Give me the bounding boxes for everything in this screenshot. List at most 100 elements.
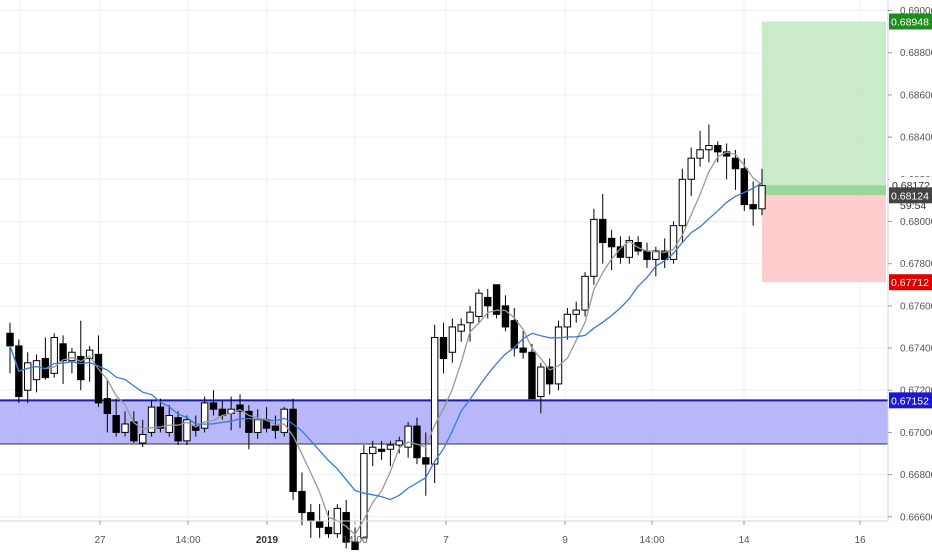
candle-body[interactable] [50, 336, 58, 374]
candle-body[interactable] [254, 419, 262, 433]
candle-body[interactable] [430, 336, 439, 465]
candle-body[interactable] [634, 242, 642, 252]
candle-body[interactable] [475, 292, 483, 317]
candle-body[interactable] [112, 415, 120, 433]
candle-body[interactable] [404, 425, 412, 448]
candle-body[interactable] [492, 284, 501, 315]
candle-body[interactable] [315, 520, 324, 528]
candle-body[interactable] [660, 250, 669, 260]
candle-body[interactable] [377, 448, 386, 452]
candle-body[interactable] [484, 296, 492, 307]
x-tick-label: 14:00 [342, 535, 367, 546]
candle-body[interactable] [77, 355, 85, 381]
candle-body[interactable] [386, 444, 395, 450]
candle-body[interactable] [678, 178, 687, 227]
candle-body[interactable] [590, 218, 598, 277]
candle-body[interactable] [236, 404, 244, 412]
candle-body[interactable] [271, 425, 280, 431]
candle-body[interactable] [563, 313, 572, 328]
candle-body[interactable] [466, 311, 474, 324]
candle-body[interactable] [147, 406, 156, 433]
candle-body[interactable] [183, 419, 191, 442]
candle-body[interactable] [537, 366, 545, 398]
x-tick-label: 14 [738, 535, 750, 546]
candle-body[interactable] [439, 336, 448, 360]
candle-body[interactable] [545, 366, 554, 385]
entry-band [762, 185, 886, 196]
stop-loss-zone [762, 195, 886, 283]
candle-body[interactable] [581, 275, 589, 311]
candle-body[interactable] [324, 526, 333, 535]
target-price-label: 0.68948 [891, 17, 929, 29]
candle-body[interactable] [448, 326, 457, 353]
x-tick-label: 16 [854, 535, 866, 546]
moving-average-price-label: 0.68124 [891, 190, 929, 202]
candle-body[interactable] [59, 343, 67, 362]
candle-body[interactable] [298, 490, 306, 514]
candle-body[interactable] [200, 402, 209, 429]
candle-body[interactable] [165, 415, 173, 433]
candle-body[interactable] [156, 406, 165, 429]
candle-body[interactable] [599, 218, 607, 244]
candle-body[interactable] [528, 351, 536, 400]
x-tick-label: 14:00 [175, 535, 200, 546]
candle-body[interactable] [501, 305, 510, 328]
stop-price-label-bg [889, 274, 932, 291]
candle-body[interactable] [85, 349, 94, 360]
candle-body[interactable] [607, 237, 616, 248]
fast-moving-average-line [9, 151, 763, 536]
candle-body[interactable] [696, 149, 704, 159]
candle-body[interactable] [174, 417, 182, 442]
candle-body[interactable] [519, 347, 527, 353]
candle-body[interactable] [652, 250, 660, 260]
candle-body[interactable] [687, 157, 695, 180]
candle-body[interactable] [625, 239, 633, 258]
candle-body[interactable] [395, 440, 403, 446]
support-price-label-bg [889, 392, 932, 409]
candle-body[interactable] [572, 309, 580, 315]
candle-body[interactable] [280, 408, 288, 433]
support-price-label: 0.67152 [891, 395, 929, 407]
candle-body[interactable] [749, 204, 757, 210]
candle-body[interactable] [731, 157, 740, 170]
candle-body[interactable] [422, 457, 430, 465]
candle-body[interactable] [103, 398, 112, 414]
candle-body[interactable] [192, 425, 200, 431]
candle-body[interactable] [23, 362, 32, 391]
candle-body[interactable] [740, 168, 749, 206]
candle-body[interactable] [705, 145, 713, 151]
candle-body[interactable] [457, 324, 465, 332]
candle-body[interactable] [289, 408, 297, 492]
candle-body[interactable] [643, 250, 651, 260]
candle-body[interactable] [68, 351, 76, 362]
x-tick-label: 27 [94, 535, 106, 546]
candle-body[interactable] [510, 320, 518, 349]
candle-body[interactable] [245, 410, 253, 433]
x-tick-label: 2019 [256, 535, 279, 546]
candle-body[interactable] [139, 434, 147, 444]
candle-body[interactable] [369, 446, 377, 455]
x-tick-label: 9 [562, 535, 568, 546]
candle-body[interactable] [669, 225, 678, 260]
candle-body[interactable] [714, 145, 722, 153]
moving-average-price-label-bg [889, 187, 932, 204]
candle-body[interactable] [94, 353, 103, 404]
candle-body[interactable] [121, 423, 129, 433]
candle-body[interactable] [413, 425, 421, 459]
candle-body[interactable] [360, 453, 368, 539]
candle-body[interactable] [758, 185, 766, 210]
candle-body[interactable] [209, 402, 218, 410]
candle-body[interactable] [307, 512, 315, 522]
candle-body[interactable] [32, 360, 41, 381]
candle-body[interactable] [554, 326, 563, 385]
candle-body[interactable] [6, 332, 14, 347]
